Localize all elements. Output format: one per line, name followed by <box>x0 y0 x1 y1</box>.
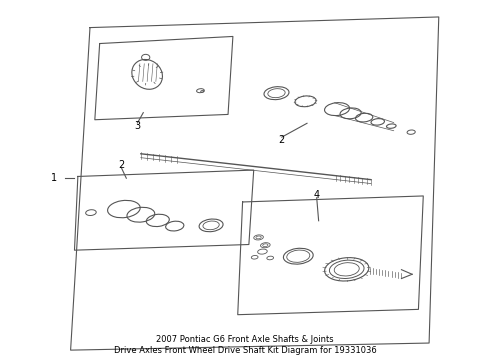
Text: 2: 2 <box>279 135 285 145</box>
Text: 2: 2 <box>119 160 124 170</box>
Text: 3: 3 <box>134 121 141 131</box>
Text: 2007 Pontiac G6 Front Axle Shafts & Joints
Drive Axles Front Wheel Drive Shaft K: 2007 Pontiac G6 Front Axle Shafts & Join… <box>114 335 376 355</box>
Text: 1: 1 <box>50 173 57 183</box>
Text: 4: 4 <box>314 190 320 200</box>
